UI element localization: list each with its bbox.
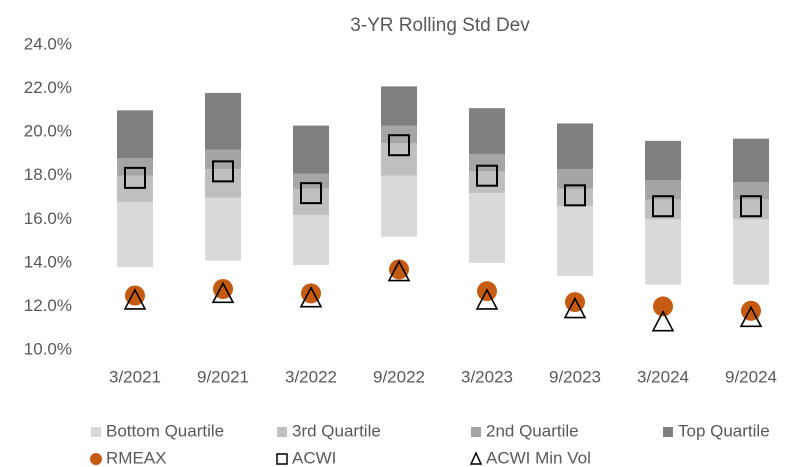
bar-segment xyxy=(381,143,417,176)
bar-segment xyxy=(293,188,329,215)
bar-segment xyxy=(205,197,241,261)
y-tick-label: 20.0% xyxy=(24,122,72,141)
bar-segment xyxy=(293,214,329,266)
bar-segment xyxy=(293,173,329,189)
x-tick-label: 3/2024 xyxy=(637,367,689,386)
legend-label: Bottom Quartile xyxy=(106,421,224,440)
legend-label: 2nd Quartile xyxy=(486,421,579,440)
legend-label: Top Quartile xyxy=(678,421,770,440)
bar-segment xyxy=(733,219,769,285)
legend-label: 3rd Quartile xyxy=(292,421,381,440)
legend-label: RMEAX xyxy=(106,448,166,467)
bar-segment xyxy=(557,169,593,189)
point xyxy=(565,292,585,313)
bar-segment xyxy=(557,123,593,170)
point xyxy=(387,259,411,282)
y-tick-label: 22.0% xyxy=(24,78,72,97)
legend-swatch xyxy=(90,453,102,465)
point xyxy=(389,259,409,280)
x-tick-label: 9/2024 xyxy=(725,367,777,386)
bar-segment xyxy=(469,193,505,263)
y-tick-label: 16.0% xyxy=(24,209,72,228)
legend-label: ACWI xyxy=(292,448,336,467)
bar-segment xyxy=(469,108,505,154)
bar-segment xyxy=(117,110,153,159)
point xyxy=(123,288,147,310)
bar-segment xyxy=(381,86,417,126)
point xyxy=(739,305,763,328)
bar-segment xyxy=(205,92,241,150)
x-tick-label: 9/2021 xyxy=(197,367,249,386)
bar-segment xyxy=(381,175,417,237)
point xyxy=(563,296,587,319)
bar-segment xyxy=(733,138,769,183)
y-tick-label: 12.0% xyxy=(24,296,72,315)
legend-swatch xyxy=(471,427,481,437)
x-tick-label: 9/2022 xyxy=(373,367,425,386)
y-tick-label: 10.0% xyxy=(24,339,72,358)
bar-segment xyxy=(469,171,505,194)
point xyxy=(564,184,586,207)
bar-segment xyxy=(469,153,505,172)
bar-segment xyxy=(645,140,681,181)
x-tick-label: 3/2021 xyxy=(109,367,161,386)
legend-label: ACWI Min Vol xyxy=(486,448,591,467)
legend-swatch xyxy=(663,427,673,437)
legend-swatch xyxy=(276,453,288,465)
point xyxy=(388,134,410,157)
x-tick-label: 9/2023 xyxy=(549,367,601,386)
bar-segment xyxy=(117,201,153,268)
point xyxy=(653,296,673,317)
bar-segment xyxy=(645,180,681,200)
point xyxy=(124,166,146,189)
point xyxy=(299,285,323,308)
x-tick-label: 3/2022 xyxy=(285,367,337,386)
point xyxy=(211,281,235,304)
legend-swatch xyxy=(277,427,287,437)
chart-title: 3-YR Rolling Std Dev xyxy=(350,15,530,36)
bar-segment xyxy=(293,125,329,174)
point xyxy=(741,300,761,321)
legend-swatch xyxy=(469,451,483,465)
bar-segment xyxy=(557,206,593,276)
y-tick-label: 14.0% xyxy=(24,252,72,271)
y-tick-label: 24.0% xyxy=(24,34,72,53)
x-tick-label: 3/2023 xyxy=(461,367,513,386)
bar-segment xyxy=(205,169,241,198)
point xyxy=(740,195,762,218)
point xyxy=(652,195,674,218)
bar-segment xyxy=(205,149,241,170)
point xyxy=(212,160,234,183)
y-tick-label: 18.0% xyxy=(24,165,72,184)
point xyxy=(300,182,322,205)
point xyxy=(651,309,675,332)
bar-segment xyxy=(557,188,593,207)
legend-swatch xyxy=(91,427,101,437)
bar-segment xyxy=(645,219,681,285)
point xyxy=(475,288,499,310)
point xyxy=(476,164,498,187)
